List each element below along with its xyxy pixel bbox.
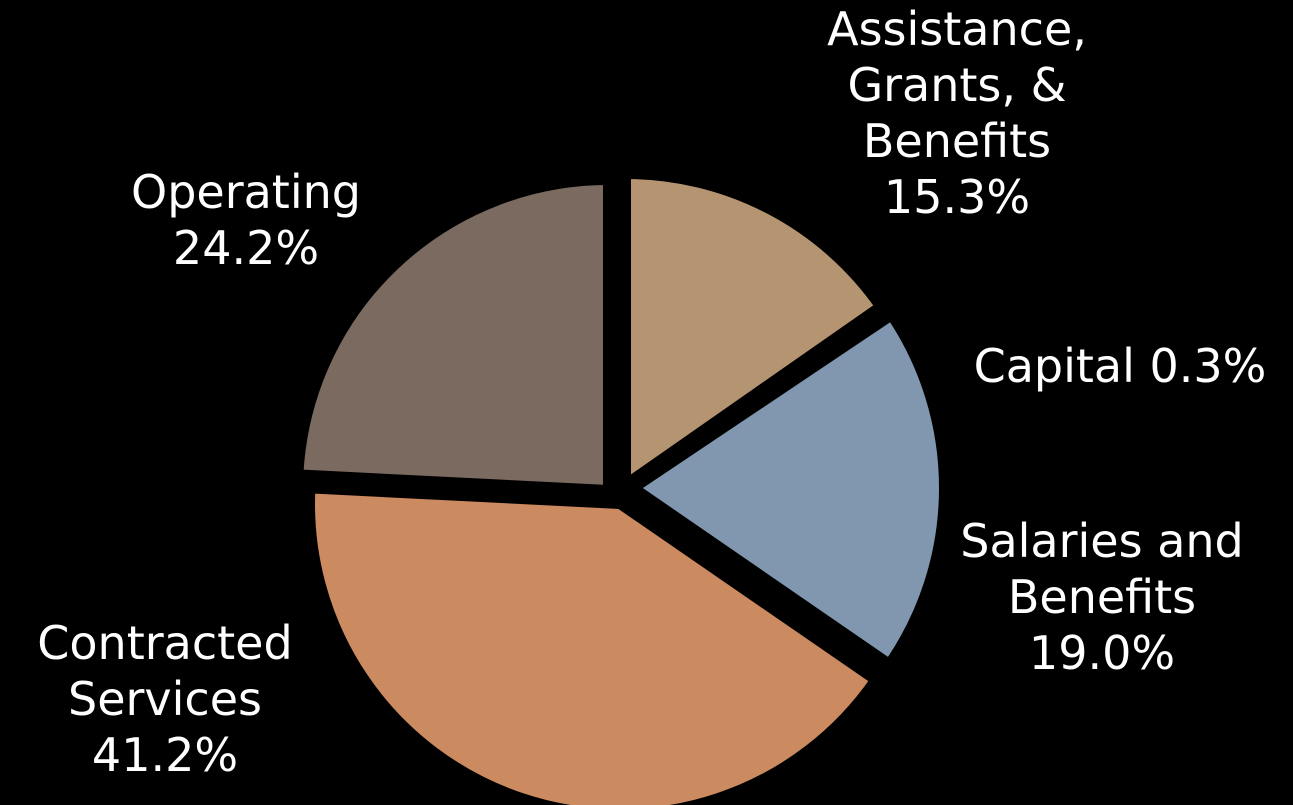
pie-slice-assistance bbox=[621, 168, 888, 494]
slice-label-contracted: Contracted Services 41.2% bbox=[37, 616, 292, 782]
pie-slices bbox=[293, 168, 949, 805]
pie-slice-operating bbox=[293, 174, 613, 496]
slice-label-salaries: Salaries and Benefits 19.0% bbox=[960, 514, 1243, 680]
pie-slice-contracted bbox=[305, 483, 883, 805]
slice-label-operating: Operating 24.2% bbox=[131, 165, 361, 275]
slice-labels: Assistance, Grants, & Benefits 15.3% Capital… bbox=[37, 2, 1266, 782]
pie-slice-salaries bbox=[625, 308, 949, 671]
slice-label-assistance: Assistance, Grants, & Benefits 15.3% bbox=[827, 2, 1087, 224]
slice-label-capital: Capital 0.3% bbox=[974, 339, 1267, 393]
